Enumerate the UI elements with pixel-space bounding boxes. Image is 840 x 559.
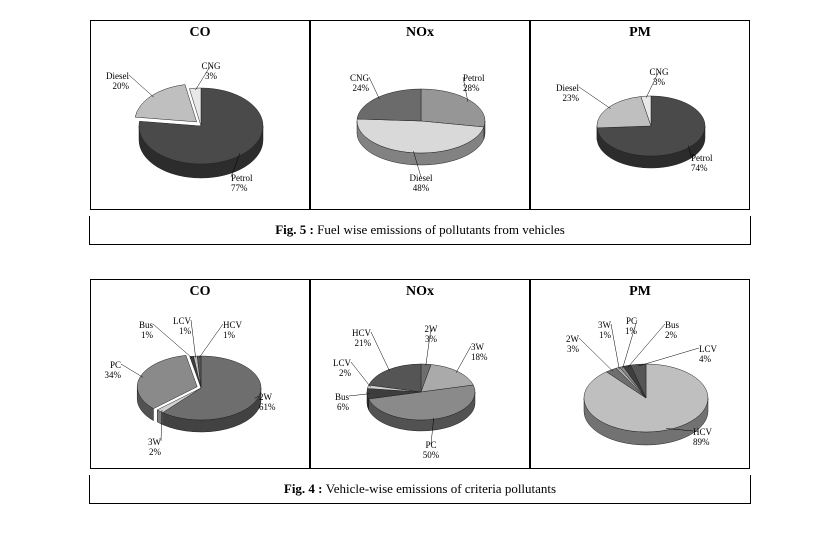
pie-chart: Petrol74% Diesel23% CNG3% [531, 21, 750, 210]
pie-chart: Petrol28% Diesel48% CNG24% [311, 21, 530, 210]
slice-label: 21% [355, 338, 372, 348]
pie-chart: 2W3% 3W18% PC50% Bus6% LCV2% HCV21% [311, 280, 530, 469]
slice-label: 77% [231, 183, 248, 193]
slice-label: CNG [201, 61, 221, 71]
slice-label: HCV [352, 328, 372, 338]
slice-label: 3% [653, 77, 666, 87]
slice-label: 20% [113, 81, 130, 91]
chart-panel: COPetrol77%Diesel20%CNG3% [90, 20, 310, 210]
slice-label: 1% [179, 326, 192, 336]
chart-panel: PMPetrol74%Diesel23%CNG3% [530, 20, 750, 210]
slice-label: 74% [691, 163, 708, 173]
slice-label: 3W [148, 437, 162, 447]
slice-label: 2% [665, 330, 678, 340]
chart-panel: NOxPetrol28%Diesel48%CNG24% [310, 20, 530, 210]
slice-label: 2W [566, 334, 580, 344]
slice-label: 61% [259, 402, 276, 412]
pie-chart: HCV89%2W3%3W1%PC1%Bus2%LCV4% [531, 280, 750, 469]
slice-label: Petrol [231, 173, 253, 183]
slice-label: 48% [413, 183, 430, 193]
slice-label: 2% [149, 447, 162, 457]
figure-caption: Fig. 4 : Vehicle-wise emissions of crite… [89, 475, 751, 504]
slice-label: LCV [333, 358, 352, 368]
slice-label: 1% [223, 330, 236, 340]
pie-chart: 2W61%3W2%PC34%Bus1%LCV1%HCV1% [91, 280, 310, 469]
slice-label: LCV [699, 344, 718, 354]
slice-label: PC [626, 316, 637, 326]
slice-label: 34% [105, 370, 122, 380]
chart-panel: CO2W61%3W2%PC34%Bus1%LCV1%HCV1% [90, 279, 310, 469]
slice-label: 1% [141, 330, 154, 340]
slice-label: Diesel [106, 71, 129, 81]
caption-text: Fuel wise emissions of pollutants from v… [317, 222, 565, 237]
caption-prefix: Fig. 4 : [284, 481, 326, 496]
caption-prefix: Fig. 5 : [275, 222, 317, 237]
slice-label: 3W [598, 320, 612, 330]
figure-caption: Fig. 5 : Fuel wise emissions of pollutan… [89, 216, 751, 245]
slice-label: 24% [353, 83, 370, 93]
slice-label: CNG [350, 73, 370, 83]
slice-label: LCV [173, 316, 192, 326]
slice-label: Diesel [410, 173, 433, 183]
slice-label: HCV [693, 427, 713, 437]
slice-label: 18% [471, 352, 488, 362]
slice-label: Petrol [463, 73, 485, 83]
slice-label: PC [425, 440, 436, 450]
pie-slice [421, 89, 485, 127]
pie-slice [135, 85, 197, 122]
slice-label: 1% [599, 330, 612, 340]
slice-label: 4% [699, 354, 712, 364]
figure-row-fig4: CO2W61%3W2%PC34%Bus1%LCV1%HCV1%NOx2W3%3W… [60, 279, 780, 469]
slice-label: 2% [339, 368, 352, 378]
slice-label: 3% [205, 71, 218, 81]
slice-label: 23% [563, 93, 580, 103]
slice-label: 28% [463, 83, 480, 93]
slice-label: PC [110, 360, 121, 370]
slice-label: 1% [625, 326, 638, 336]
pie-slice [357, 89, 421, 121]
slice-label: 89% [693, 437, 710, 447]
slice-label: 50% [423, 450, 440, 460]
slice-label: Bus [335, 392, 350, 402]
slice-label: CNG [649, 67, 669, 77]
figure-row-fig5: COPetrol77%Diesel20%CNG3%NOxPetrol28%Die… [60, 20, 780, 210]
slice-label: Petrol [691, 153, 713, 163]
chart-panel: PMHCV89%2W3%3W1%PC1%Bus2%LCV4% [530, 279, 750, 469]
slice-label: Bus [139, 320, 154, 330]
slice-label: Diesel [556, 83, 579, 93]
slice-label: 3% [425, 334, 438, 344]
caption-text: Vehicle-wise emissions of criteria pollu… [326, 481, 556, 496]
slice-label: HCV [223, 320, 243, 330]
slice-label: Bus [665, 320, 680, 330]
pie-chart: Petrol77% Diesel20% CNG3% [91, 21, 310, 210]
slice-label: 6% [337, 402, 350, 412]
slice-label: 3% [567, 344, 580, 354]
slice-label: 3W [471, 342, 485, 352]
slice-label: 2W [259, 392, 273, 402]
slice-label: 2W [425, 324, 439, 334]
chart-panel: NOx2W3%3W18%PC50%Bus6%LCV2%HCV21% [310, 279, 530, 469]
